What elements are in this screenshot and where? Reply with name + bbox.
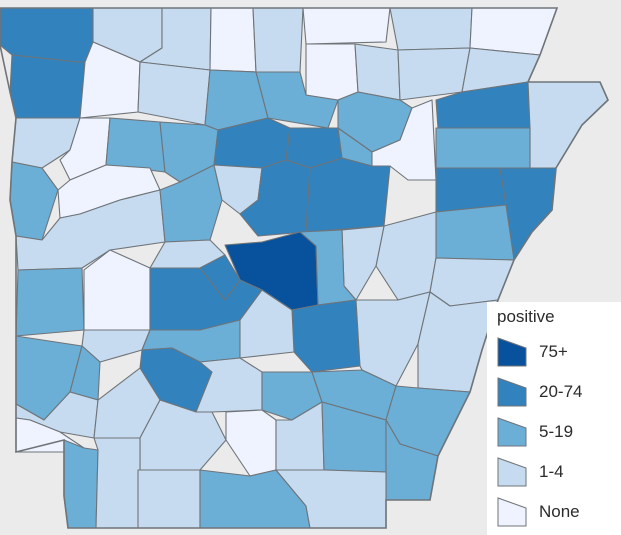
- county-madison-w[interactable]: [9, 54, 86, 119]
- legend-swatch-1-4: [497, 457, 527, 487]
- legend-label-5-19: 5-19: [539, 422, 574, 441]
- county-lee[interactable]: [429, 257, 515, 307]
- county-woodruff[interactable]: [305, 157, 391, 233]
- county-newton[interactable]: [137, 61, 211, 126]
- county-miller[interactable]: [63, 439, 99, 529]
- county-cross[interactable]: [435, 167, 507, 213]
- county-fulton[interactable]: [302, 7, 391, 45]
- county-scott[interactable]: [15, 267, 85, 337]
- county-monroe[interactable]: [375, 211, 437, 301]
- legend-item-none: None: [497, 492, 621, 532]
- county-clay[interactable]: [469, 7, 558, 56]
- legend-title: positive: [497, 307, 555, 326]
- county-jefferson[interactable]: [291, 299, 361, 373]
- legend-label-none: None: [539, 502, 580, 521]
- county-columbia[interactable]: [137, 469, 201, 529]
- map-legend: positive 75+ 20-74 5-19 1-4 None: [487, 302, 621, 535]
- legend-item-75-plus: 75+: [497, 332, 621, 372]
- county-arkansas[interactable]: [355, 291, 431, 387]
- county-stfrancis[interactable]: [435, 204, 515, 261]
- county-hempstead[interactable]: [93, 437, 141, 529]
- county-white[interactable]: [239, 159, 311, 237]
- county-johnson[interactable]: [105, 117, 166, 173]
- county-conway[interactable]: [159, 164, 223, 243]
- legend-swatch-75-plus: [497, 337, 527, 367]
- legend-label-20-74: 20-74: [539, 382, 583, 401]
- county-washington[interactable]: [79, 41, 141, 119]
- county-phillips[interactable]: [417, 291, 499, 393]
- county-polk[interactable]: [83, 249, 151, 331]
- county-marion[interactable]: [209, 7, 257, 73]
- county-montgomery[interactable]: [81, 329, 151, 363]
- legend-item-5-19: 5-19: [497, 412, 621, 452]
- county-izard[interactable]: [305, 43, 359, 101]
- county-grant[interactable]: [239, 289, 295, 359]
- county-sebastian[interactable]: [9, 161, 59, 241]
- legend-item-1-4: 1-4: [497, 452, 621, 492]
- county-poinsett[interactable]: [435, 127, 531, 169]
- county-benton[interactable]: [0, 7, 94, 63]
- state-outline: [0, 7, 609, 529]
- legend-item-20-74: 20-74: [497, 372, 621, 412]
- county-saline[interactable]: [199, 254, 241, 301]
- county-baxter[interactable]: [252, 7, 304, 73]
- state-border: [0, 7, 609, 529]
- legend-swatch-20-74: [497, 377, 527, 407]
- county-sharp[interactable]: [354, 43, 401, 101]
- legend-label-75-plus: 75+: [539, 342, 568, 361]
- county-calhoun[interactable]: [225, 409, 277, 477]
- county-mississippi[interactable]: [527, 81, 609, 169]
- county-randolph[interactable]: [397, 47, 471, 101]
- legend-label-1-4: 1-4: [539, 462, 564, 481]
- legend-swatch-5-19: [497, 417, 527, 447]
- legend-swatch-none: [497, 497, 527, 527]
- county-sharp-n[interactable]: [389, 7, 473, 51]
